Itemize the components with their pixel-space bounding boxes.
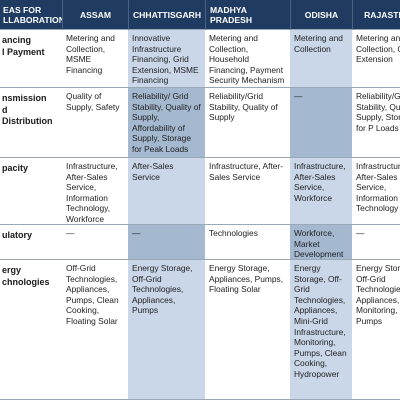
row-label-cell: ergy chnologies (0, 260, 62, 400)
cell-text: Infrastructure, After-Sales Service (209, 161, 284, 182)
cell-text: Quality of Supply, Safety (66, 91, 120, 112)
table-cell: Quality of Supply, Safety (62, 88, 128, 158)
cell-text: Reliability/Grid Stability, Quality of S… (209, 91, 278, 123)
row-label: ancing (2, 35, 32, 45)
row-label-cell: ancing l Payment (0, 30, 62, 88)
table-cell: After-Sales Service (128, 158, 205, 225)
cell-text: Metering and Collection, G Extension (356, 33, 400, 65)
cell-text: Energy Storag Off-Grid Technologie Appli… (356, 263, 400, 326)
table-cell: Infrastructure, After-Sales Service (205, 158, 290, 225)
cell-text: Workforce, Market Development (294, 228, 344, 260)
table-cell: Energy Storage, Off-Grid Technologies, A… (290, 260, 352, 400)
table-cell: — (128, 225, 205, 260)
header-text: EAS FOR (3, 4, 42, 15)
table-cell: Reliability/Grid Stability, Quality of S… (205, 88, 290, 158)
cell-text: Metering and Collection, Household Finan… (209, 33, 285, 86)
row-label-cell: pacity (0, 158, 62, 225)
header-text: CHHATTISGARH (132, 9, 202, 20)
cell-text: Reliability/G Stability, Qua of Supply, … (356, 91, 400, 133)
cell-text: Innovative Infrastructure Financing, Gri… (132, 33, 199, 86)
row-label-cell: ulatory (0, 225, 62, 260)
row-label: l Payment (2, 46, 45, 57)
header-cell: RAJASTHA (352, 0, 400, 30)
table-cell: Infrastructure, After-Sales Service, Wor… (290, 158, 352, 225)
row-label: pacity (2, 163, 29, 173)
table-cell: Metering and Collection, Household Finan… (205, 30, 290, 88)
table-cell: — (62, 225, 128, 260)
cell-text: Infrastructure After-Sales Service, Info… (356, 161, 400, 214)
cell-text: Infrastructure, After-Sales Service, Inf… (66, 161, 118, 224)
table-cell: Metering and Collection, G Extension (352, 30, 400, 88)
header-cell: ASSAM (62, 0, 128, 30)
cell-text: Energy Storage, Appliances, Pumps, Float… (209, 263, 284, 295)
header-text: MADHYA PRADESH (210, 4, 253, 25)
table-cell: Innovative Infrastructure Financing, Gri… (128, 30, 205, 88)
table-cell: Metering and Collection, MSME Financing (62, 30, 128, 88)
row-label: nsmission (2, 93, 47, 103)
cell-text: Metering and Collection, MSME Financing (66, 33, 115, 75)
header-text: ODISHA (304, 9, 339, 20)
table-cell: Infrastructure After-Sales Service, Info… (352, 158, 400, 225)
cell-text: — (294, 91, 303, 101)
cell-text: Off-Grid Technologies, Appliances, Pumps… (66, 263, 119, 326)
cell-text: Infrastructure, After-Sales Service, Wor… (294, 161, 346, 203)
row-label: ulatory (2, 230, 33, 240)
row-label: ergy (2, 265, 22, 275)
table-cell: Off-Grid Technologies, Appliances, Pumps… (62, 260, 128, 400)
header-text: RAJASTHA (364, 9, 400, 20)
header-cell: CHHATTISGARH (128, 0, 205, 30)
cell-text: Energy Storage, Off-Grid Technologies, A… (294, 263, 347, 379)
cell-text: Energy Storage, Off-Grid Technologies, A… (132, 263, 193, 316)
cell-text: After-Sales Service (132, 161, 174, 182)
table-cell: Reliability/ Grid Stability, Quality of … (128, 88, 205, 158)
cell-text: — (66, 228, 75, 238)
header-text: ASSAM (79, 9, 112, 20)
header-text: LLABORATION (3, 14, 62, 25)
table-cell: Workforce, Market Development (290, 225, 352, 260)
row-label: chnologies (2, 276, 50, 287)
table-cell: — (290, 88, 352, 158)
table-cell: Energy Storage, Appliances, Pumps, Float… (205, 260, 290, 400)
header-cell: ODISHA (290, 0, 352, 30)
table-cell: Metering and Collection (290, 30, 352, 88)
table-cell: Energy Storage, Off-Grid Technologies, A… (128, 260, 205, 400)
cell-text: — (356, 228, 365, 238)
table-cell: — (352, 225, 400, 260)
row-label: d Distribution (2, 104, 53, 127)
cell-text: Reliability/ Grid Stability, Quality of … (132, 91, 201, 154)
cell-text: Technologies (209, 228, 258, 238)
table-cell: Technologies (205, 225, 290, 260)
table-cell: Energy Storag Off-Grid Technologie Appli… (352, 260, 400, 400)
cell-text: — (132, 228, 141, 238)
header-cell: EAS FOR LLABORATION (0, 0, 62, 30)
header-cell: MADHYA PRADESH (205, 0, 290, 30)
cell-text: Metering and Collection (294, 33, 343, 54)
row-label-cell: nsmission d Distribution (0, 88, 62, 158)
table-cell: Infrastructure, After-Sales Service, Inf… (62, 158, 128, 225)
table-cell: Reliability/G Stability, Qua of Supply, … (352, 88, 400, 158)
